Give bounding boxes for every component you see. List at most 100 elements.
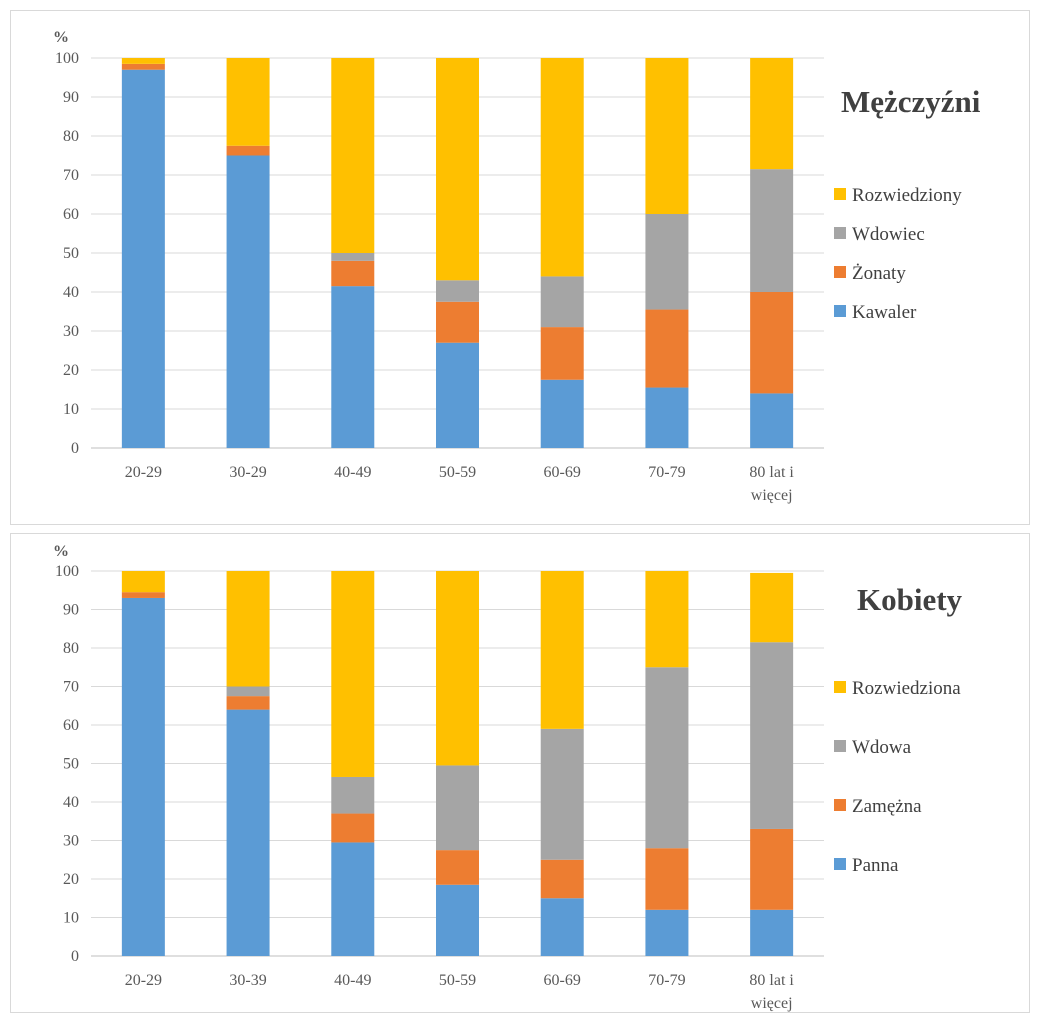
women-bar-wdowa-3 <box>436 765 479 851</box>
women-x-tick-label: 50-59 <box>439 972 476 989</box>
men-bar-rozwiedziony-2 <box>331 58 375 253</box>
women-unit-label: % <box>53 543 69 560</box>
men-bar-kawaler-0 <box>121 69 165 448</box>
men-bar-rozwiedziony-4 <box>540 58 584 277</box>
women-legend-label: Rozwiedziona <box>852 678 961 699</box>
men-y-tick-label: 90 <box>63 89 79 106</box>
men-legend-label: Rozwiedziony <box>852 185 962 206</box>
men-bar-żonaty-6 <box>750 292 794 394</box>
men-legend-swatch <box>834 266 846 278</box>
women-bar-wdowa-5 <box>645 667 689 849</box>
women-bar-zamężna-3 <box>436 850 479 885</box>
men-legend-label: Kawaler <box>852 302 917 323</box>
men-bar-rozwiedziony-6 <box>750 58 794 170</box>
men-legend-swatch <box>834 188 846 200</box>
men-bar-żonaty-1 <box>226 145 270 156</box>
men-x-tick-label: więcej <box>751 487 793 504</box>
men-x-tick-label: 60-69 <box>544 464 581 481</box>
men-y-tick-label: 100 <box>55 50 79 67</box>
women-y-tick-label: 60 <box>63 717 79 734</box>
women-y-tick-label: 100 <box>55 563 79 580</box>
men-y-tick-label: 70 <box>63 167 79 184</box>
men-bar-wdowiec-5 <box>645 214 689 310</box>
men-y-tick-label: 60 <box>63 206 79 223</box>
women-bar-zamężna-5 <box>645 848 689 910</box>
women-legend-label: Panna <box>852 855 899 876</box>
women-bar-rozwiedziona-1 <box>226 571 270 687</box>
women-bar-panna-0 <box>121 597 165 956</box>
men-y-tick-label: 10 <box>63 401 79 418</box>
men-y-tick-label: 80 <box>63 128 79 145</box>
men-x-tick-label: 30-29 <box>229 464 266 481</box>
men-bar-wdowiec-2 <box>331 253 375 261</box>
men-bar-żonaty-4 <box>540 327 584 380</box>
men-bar-wdowiec-4 <box>540 276 584 328</box>
women-bar-rozwiedziona-3 <box>436 571 479 766</box>
women-bar-panna-1 <box>226 709 270 956</box>
men-y-tick-label: 50 <box>63 245 79 262</box>
women-x-tick-label: 60-69 <box>544 972 581 989</box>
chart-panel-women: 0 10 20 30 40 50 60 70 80 90 100% 20-29 30-39 40-49 50… <box>10 533 1030 1013</box>
men-bar-żonaty-3 <box>436 301 479 343</box>
women-legend-swatch <box>834 740 846 752</box>
women-legend-label: Wdowa <box>852 737 912 758</box>
women-y-tick-label: 0 <box>71 948 79 965</box>
women-bar-zamężna-2 <box>331 813 375 843</box>
men-bar-wdowiec-6 <box>750 169 794 292</box>
women-bar-wdowa-4 <box>540 728 584 860</box>
men-bar-kawaler-3 <box>436 342 479 448</box>
men-bar-rozwiedziony-0 <box>121 58 165 64</box>
women-legend-swatch <box>834 681 846 693</box>
men-legend-swatch <box>834 227 846 239</box>
women-bar-rozwiedziona-0 <box>121 571 165 593</box>
women-bar-rozwiedziona-6 <box>750 572 794 643</box>
women-x-tick-label: 70-79 <box>648 972 685 989</box>
men-x-tick-label: 70-79 <box>648 464 685 481</box>
men-chart-title: Mężczyźni <box>841 84 981 119</box>
men-bar-kawaler-2 <box>331 286 375 448</box>
women-bar-wdowa-6 <box>750 642 794 829</box>
men-bar-rozwiedziony-3 <box>436 58 479 281</box>
men-bar-kawaler-5 <box>645 387 689 448</box>
women-bar-rozwiedziona-4 <box>540 571 584 729</box>
women-y-tick-label: 10 <box>63 910 79 927</box>
men-legend-swatch <box>834 305 846 317</box>
women-chart-title: Kobiety <box>857 582 963 617</box>
men-y-tick-label: 20 <box>63 362 79 379</box>
men-bar-rozwiedziony-1 <box>226 58 270 146</box>
men-bar-rozwiedziony-5 <box>645 58 689 214</box>
women-bar-wdowa-2 <box>331 776 375 814</box>
women-bar-zamężna-0 <box>121 592 165 598</box>
women-y-tick-label: 90 <box>63 602 79 619</box>
women-y-tick-label: 80 <box>63 640 79 657</box>
chart-men: 0 10 20 30 40 50 60 70 80 90 100% 20-29 30-29 40-49 50… <box>53 29 981 504</box>
women-bar-panna-4 <box>540 898 584 956</box>
women-bar-zamężna-4 <box>540 859 584 899</box>
women-bar-zamężna-6 <box>750 828 794 910</box>
men-unit-label: % <box>53 29 69 46</box>
men-x-tick-label: 40-49 <box>334 464 371 481</box>
men-bar-kawaler-4 <box>540 379 584 448</box>
women-bar-panna-3 <box>436 884 479 956</box>
men-bar-żonaty-2 <box>331 260 375 287</box>
men-legend-label: Wdowiec <box>852 224 925 245</box>
men-bar-żonaty-0 <box>121 63 165 70</box>
women-y-tick-label: 70 <box>63 679 79 696</box>
women-y-tick-label: 40 <box>63 794 79 811</box>
women-bar-rozwiedziona-2 <box>331 571 375 777</box>
men-y-tick-label: 40 <box>63 284 79 301</box>
women-x-tick-label: 30-39 <box>229 972 266 989</box>
women-x-tick-label: 40-49 <box>334 972 371 989</box>
women-bar-rozwiedziona-5 <box>645 571 689 668</box>
women-bar-zamężna-1 <box>226 696 270 710</box>
women-x-tick-label: więcej <box>751 995 793 1012</box>
men-bar-wdowiec-3 <box>436 280 479 302</box>
men-x-tick-label: 80 lat i <box>749 464 794 481</box>
women-y-tick-label: 50 <box>63 756 79 773</box>
men-y-tick-label: 0 <box>71 440 79 457</box>
women-y-tick-label: 20 <box>63 871 79 888</box>
chart-panel-men: 0 10 20 30 40 50 60 70 80 90 100% 20-29 30-29 40-49 50… <box>10 10 1030 525</box>
men-x-tick-label: 20-29 <box>125 464 162 481</box>
men-y-tick-label: 30 <box>63 323 79 340</box>
men-bar-kawaler-6 <box>750 393 794 448</box>
